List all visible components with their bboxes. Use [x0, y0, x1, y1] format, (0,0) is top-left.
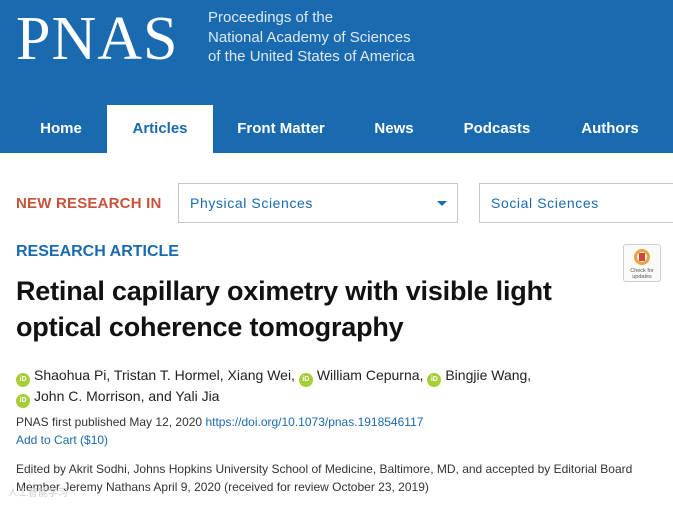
- orcid-icon[interactable]: iD: [16, 373, 30, 387]
- journal-tagline: Proceedings of the National Academy of S…: [208, 8, 415, 67]
- add-to-cart-link[interactable]: Add to Cart ($10): [16, 433, 109, 447]
- watermark: 人工智能学习: [8, 488, 68, 499]
- author-cepurna[interactable]: William Cepurna,: [316, 367, 424, 383]
- nav-news[interactable]: News: [374, 120, 414, 137]
- nav-articles[interactable]: Articles: [107, 105, 213, 153]
- title-line-2: optical coherence tomography: [16, 312, 404, 342]
- article-title: Retinal capillary oximetry with visible …: [16, 273, 616, 345]
- article-type-label: RESEARCH ARTICLE: [16, 243, 179, 260]
- site-header: PNAS Proceedings of the National Academy…: [0, 0, 673, 153]
- chevron-down-icon: [437, 201, 447, 206]
- nav-home[interactable]: Home: [40, 120, 82, 137]
- crossmark-icon: [634, 249, 650, 265]
- select-value: Physical Sciences: [190, 195, 314, 211]
- tagline-line-3: of the United States of America: [208, 48, 415, 65]
- physical-sciences-select[interactable]: Physical Sciences: [178, 183, 458, 223]
- main-nav: Home Articles Front Matter News Podcasts…: [0, 105, 673, 153]
- editorial-note: Edited by Akrit Sodhi, Johns Hopkins Uni…: [16, 462, 633, 494]
- new-research-label: NEW RESEARCH IN: [16, 195, 162, 212]
- orcid-icon[interactable]: iD: [427, 373, 442, 387]
- title-line-1: Retinal capillary oximetry with visible …: [16, 276, 552, 306]
- author-list: iD Shaohua Pi, Tristan T. Hormel, Xiang W…: [16, 366, 626, 408]
- published-date: PNAS first published May 12, 2020: [16, 415, 203, 429]
- check-for-updates-badge[interactable]: Check for updates: [623, 244, 661, 282]
- select-value: Social Sciences: [491, 195, 599, 211]
- social-sciences-select[interactable]: Social Sciences: [479, 183, 673, 223]
- doi-link[interactable]: https://doi.org/10.1073/pnas.1918546117: [205, 415, 424, 429]
- nav-authors[interactable]: Authors: [581, 120, 639, 137]
- author-group-1[interactable]: Shaohua Pi, Tristan T. Hormel, Xiang Wei…: [34, 367, 295, 383]
- nav-front-matter[interactable]: Front Matter: [237, 120, 325, 137]
- author-group-2[interactable]: John C. Morrison, and Yali Jia: [34, 388, 220, 404]
- check-updates-text: Check for updates: [630, 268, 654, 280]
- pnas-logo[interactable]: PNAS: [16, 5, 179, 73]
- publication-info: PNAS first published May 12, 2020 https:…: [16, 415, 423, 429]
- nav-podcasts[interactable]: Podcasts: [463, 120, 531, 137]
- tagline-line-2: National Academy of Sciences: [208, 28, 411, 46]
- tagline-line-1: Proceedings of the: [208, 9, 334, 26]
- author-wang[interactable]: Bingjie Wang,: [445, 367, 532, 383]
- orcid-icon[interactable]: iD: [16, 394, 30, 408]
- orcid-icon[interactable]: iD: [298, 373, 313, 387]
- bookmark-icon: [639, 253, 645, 261]
